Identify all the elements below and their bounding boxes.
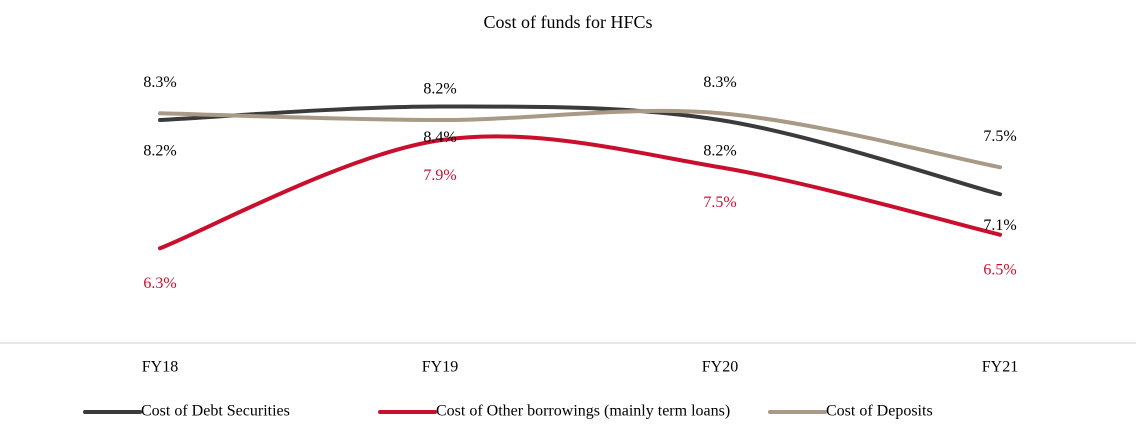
- data-label: 7.1%: [983, 217, 1016, 234]
- data-label: 8.2%: [423, 81, 456, 98]
- x-tick-label: FY18: [142, 359, 178, 376]
- data-label: 6.3%: [143, 275, 176, 292]
- legend-label: Cost of Deposits: [826, 403, 933, 420]
- data-label: 8.3%: [143, 74, 176, 91]
- x-tick-label: FY19: [422, 359, 458, 376]
- data-label: 6.5%: [983, 261, 1016, 278]
- legend-label: Cost of Debt Securities: [141, 403, 290, 420]
- data-label: 7.9%: [423, 167, 456, 184]
- data-label: 8.2%: [703, 143, 736, 160]
- data-label: 7.5%: [703, 194, 736, 211]
- legend-label: Cost of Other borrowings (mainly term lo…: [436, 403, 730, 420]
- data-label: 7.5%: [983, 128, 1016, 145]
- x-tick-label: FY20: [702, 359, 738, 376]
- x-tick-label: FY21: [982, 359, 1018, 376]
- series-line: [158, 134, 1002, 251]
- data-label: 8.4%: [423, 129, 456, 146]
- chart-title: Cost of funds for HFCs: [483, 12, 652, 32]
- series-line: [158, 104, 1002, 197]
- data-label: 8.2%: [143, 143, 176, 160]
- data-label: 8.3%: [703, 74, 736, 91]
- series-line: [158, 108, 1002, 170]
